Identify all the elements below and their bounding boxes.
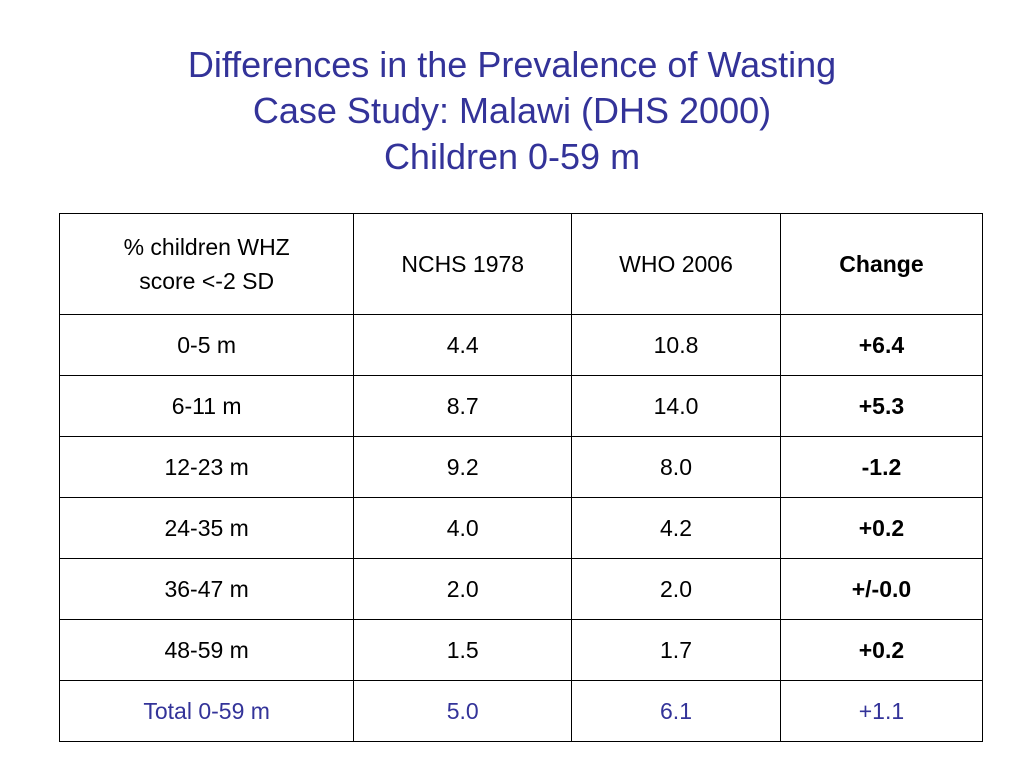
table-row: 36-47 m 2.0 2.0 +/-0.0	[58, 558, 984, 620]
row-change: +0.2	[779, 497, 984, 559]
table-total-row: Total 0-59 m 5.0 6.1 +1.1	[58, 680, 984, 742]
table-row: 48-59 m 1.5 1.7 +0.2	[58, 619, 984, 681]
title-line-3: Children 0-59 m	[383, 136, 641, 177]
row-age: 6-11 m	[58, 375, 355, 437]
total-who: 6.1	[571, 680, 781, 742]
row-change: -1.2	[779, 436, 984, 498]
total-nchs: 5.0	[353, 680, 573, 742]
header-indicator-line-1: % children WHZ	[123, 234, 290, 260]
row-who: 10.8	[571, 314, 781, 376]
row-change: +6.4	[779, 314, 984, 376]
table-header-row: % children WHZ score <-2 SD NCHS 1978 WH…	[58, 213, 984, 315]
header-change: Change	[779, 213, 984, 315]
wasting-prevalence-table: % children WHZ score <-2 SD NCHS 1978 WH…	[58, 213, 984, 742]
row-change: +5.3	[779, 375, 984, 437]
row-nchs: 4.0	[353, 497, 573, 559]
title-line-2: Case Study: Malawi (DHS 2000)	[252, 90, 772, 131]
row-who: 14.0	[571, 375, 781, 437]
title-line-1: Differences in the Prevalence of Wasting	[187, 44, 837, 85]
row-age: 48-59 m	[58, 619, 355, 681]
total-change: +1.1	[779, 680, 984, 742]
table-row: 12-23 m 9.2 8.0 -1.2	[58, 436, 984, 498]
header-indicator-line-2: score <-2 SD	[139, 268, 275, 294]
row-age: 0-5 m	[58, 314, 355, 376]
total-age: Total 0-59 m	[58, 680, 355, 742]
header-nchs-1978: NCHS 1978	[353, 213, 573, 315]
row-nchs: 2.0	[353, 558, 573, 620]
row-age: 24-35 m	[58, 497, 355, 559]
row-who: 1.7	[571, 619, 781, 681]
table-row: 0-5 m 4.4 10.8 +6.4	[58, 314, 984, 376]
table-row: 6-11 m 8.7 14.0 +5.3	[58, 375, 984, 437]
slide-title: Differences in the Prevalence of Wasting…	[0, 42, 1024, 180]
header-indicator: % children WHZ score <-2 SD	[58, 213, 355, 315]
table-row: 24-35 m 4.0 4.2 +0.2	[58, 497, 984, 559]
row-nchs: 4.4	[353, 314, 573, 376]
row-who: 8.0	[571, 436, 781, 498]
row-nchs: 8.7	[353, 375, 573, 437]
row-change: +0.2	[779, 619, 984, 681]
row-who: 2.0	[571, 558, 781, 620]
header-who-2006: WHO 2006	[571, 213, 781, 315]
row-age: 36-47 m	[58, 558, 355, 620]
row-who: 4.2	[571, 497, 781, 559]
row-nchs: 1.5	[353, 619, 573, 681]
row-age: 12-23 m	[58, 436, 355, 498]
row-nchs: 9.2	[353, 436, 573, 498]
row-change: +/-0.0	[779, 558, 984, 620]
